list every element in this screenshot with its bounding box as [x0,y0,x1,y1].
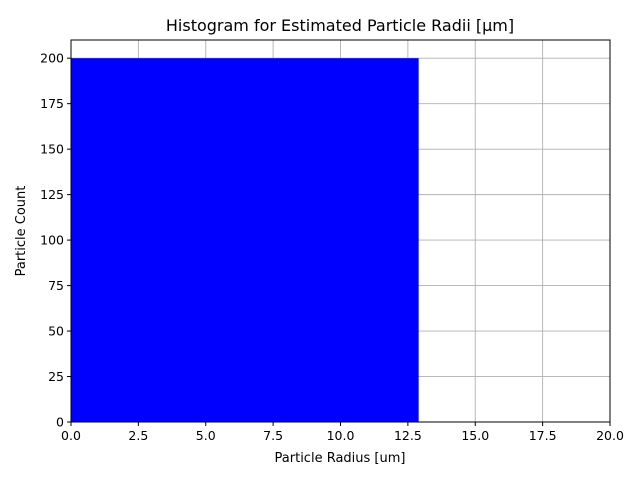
x-tick-label: 7.5 [263,428,283,443]
y-tick-label: 100 [40,233,64,248]
x-tick-label: 10.0 [327,428,355,443]
plot-area-frame [70,39,611,423]
x-tick-label: 12.5 [394,428,422,443]
y-tick-label: 125 [40,187,64,202]
y-tick-label: 200 [40,51,64,66]
chart-title: Histogram for Estimated Particle Radii [… [166,16,514,35]
y-tick-label: 75 [48,278,64,293]
x-axis-label: Particle Radius [um] [275,451,406,466]
histogram-bars [71,58,419,422]
x-tick-label: 20.0 [596,428,624,443]
x-tick-label: 17.5 [529,428,557,443]
y-tick-label: 175 [40,96,64,111]
axis-ticks: 0.0 2.5 5.0 7.5 10.0 12.5 15.0 17.5 20.0 0 25 50 75 1… [40,51,624,443]
histogram-bar-0 [71,58,419,422]
y-tick-label: 0 [56,415,64,430]
y-tick-label: 50 [48,324,64,339]
x-tick-label: 2.5 [128,428,148,443]
y-tick-label: 25 [48,369,64,384]
y-axis-label: Particle Count [14,186,29,277]
x-tick-label: 15.0 [461,428,489,443]
x-tick-label: 0.0 [61,428,81,443]
y-tick-label: 150 [40,142,64,157]
x-tick-label: 5.0 [196,428,216,443]
